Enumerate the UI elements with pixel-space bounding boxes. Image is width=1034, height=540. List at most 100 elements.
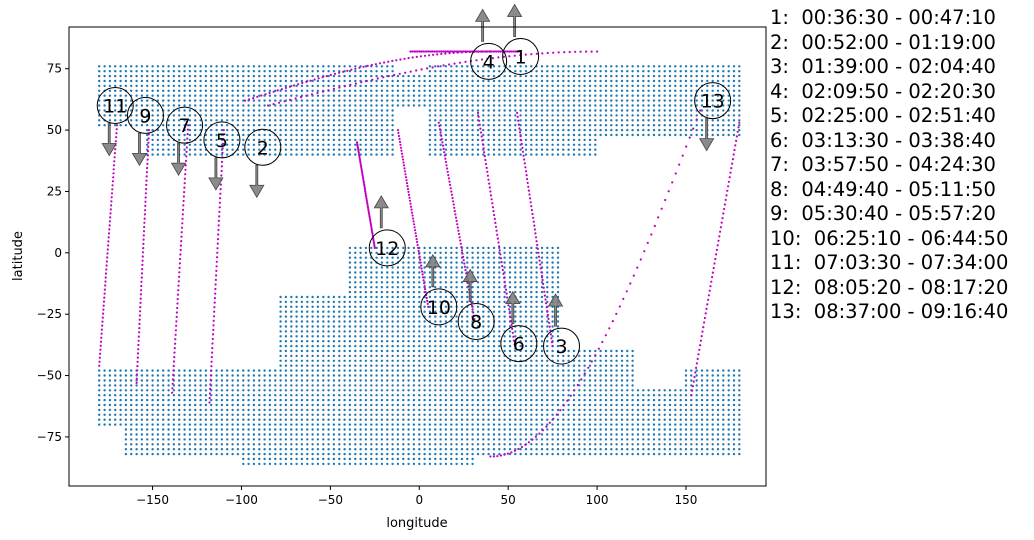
coverage-point [322,335,325,338]
coverage-point [519,266,522,269]
coverage-point [231,408,234,412]
coverage-point [199,89,202,93]
coverage-point [242,448,245,451]
coverage-point [247,369,250,372]
coverage-point [588,428,592,431]
coverage-point [604,99,608,102]
coverage-point [418,443,421,446]
coverage-point [444,452,448,456]
coverage-point [615,104,618,107]
coverage-point [338,443,341,446]
coverage-point [551,89,554,93]
coverage-point [546,276,549,279]
coverage-point [706,408,709,412]
coverage-point [439,457,442,461]
coverage-point [284,359,288,362]
coverage-point [487,428,490,431]
coverage-point [535,330,538,333]
coverage-point [620,418,624,421]
coverage-point [556,344,560,348]
coverage-point [700,448,704,451]
coverage-point [402,389,405,392]
coverage-point [444,418,448,421]
coverage-point [215,104,218,107]
coverage-point [311,84,314,88]
coverage-point [546,119,549,122]
coverage-point [514,379,517,382]
coverage-point [247,374,250,377]
coverage-point [226,418,229,421]
coverage-point [252,452,256,456]
coverage-point [535,398,538,402]
coverage-point [364,457,368,461]
coverage-point [487,330,490,333]
coverage-point [380,344,384,348]
coverage-point [364,128,368,132]
coverage-point [498,418,501,421]
coverage-point [236,443,240,446]
coverage-point [322,148,325,151]
coverage-point [402,305,405,308]
coverage-point [610,94,613,97]
coverage-point [599,354,602,358]
coverage-point [199,423,202,426]
coverage-point [386,89,389,93]
coverage-point [476,89,480,93]
coverage-point [268,374,272,377]
coverage-point [487,251,490,254]
coverage-point [220,423,224,426]
coverage-point [700,119,704,122]
coverage-point [295,359,298,362]
coverage-point [466,438,469,441]
coverage-point [524,310,528,313]
coverage-point [572,384,576,387]
coverage-point [738,413,741,416]
coverage-point [311,325,314,328]
coverage-point [546,290,549,294]
coverage-point [732,443,736,446]
coverage-point [434,330,437,333]
coverage-point [407,261,410,264]
coverage-point [583,374,586,377]
coverage-point [540,99,544,102]
coverage-point [284,452,288,456]
coverage-point [316,315,320,318]
coverage-point [391,84,394,88]
coverage-point [508,271,512,274]
coverage-point [236,99,240,102]
coverage-point [530,413,533,416]
coverage-point [626,99,629,102]
coverage-point [402,276,405,279]
coverage-point [402,394,405,397]
coverage-point [124,369,128,372]
coverage-point [626,423,629,426]
coverage-point [588,374,592,377]
coverage-point [300,148,304,151]
coverage-point [530,148,533,151]
coverage-point [556,428,560,431]
coverage-point [727,448,730,451]
coverage-point [471,138,474,142]
coverage-point [98,84,101,88]
coverage-point [604,114,608,117]
coverage-point [236,418,240,421]
coverage-point [300,457,304,461]
coverage-point [327,438,330,441]
coverage-point [332,394,336,397]
coverage-point [156,433,160,436]
coverage-point [594,99,597,102]
coverage-point [487,261,490,264]
coverage-point [199,143,202,146]
coverage-point [519,379,522,382]
coverage-point [615,349,618,353]
coverage-point [247,403,250,407]
coverage-point [322,300,325,304]
coverage-point [439,403,442,407]
coverage-point [700,89,704,93]
coverage-point [279,128,282,132]
coverage-point [252,369,256,372]
coverage-point [508,379,512,382]
coverage-point [610,418,613,421]
coverage-point [631,359,634,362]
coverage-point [279,354,282,358]
